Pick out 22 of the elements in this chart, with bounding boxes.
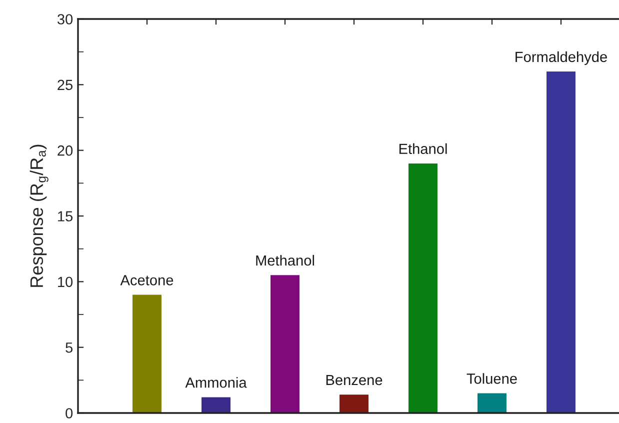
bar	[270, 275, 300, 413]
x-tick-label: Ethanol	[399, 143, 447, 154]
bar	[340, 394, 368, 413]
y-tick-label: 15	[58, 211, 73, 222]
y-tick-label: 25	[58, 80, 73, 90]
x-tick-label: Toluene	[466, 373, 517, 384]
x-tick-label: Methanol	[256, 254, 314, 266]
x-tick-label: Formaldehyde	[516, 51, 607, 65]
x-tick-label: Ammonia	[185, 377, 247, 388]
x-tick-label: Acetone	[120, 275, 174, 286]
bar	[202, 397, 230, 413]
y-tick-label: 20	[58, 145, 73, 156]
y-tick-label: 5	[66, 342, 73, 353]
bar	[546, 72, 576, 413]
bar	[132, 294, 162, 413]
y-tick-label: 0	[66, 408, 73, 418]
bar	[478, 393, 506, 413]
y-tick-label: 30	[57, 14, 73, 24]
x-tick-label: Benzene	[326, 374, 382, 386]
y-axis-title: Response (R$_{g}$/R$_{a}$)	[30, 144, 48, 287]
y-tick-label: 10	[58, 276, 73, 288]
bar	[408, 163, 438, 413]
